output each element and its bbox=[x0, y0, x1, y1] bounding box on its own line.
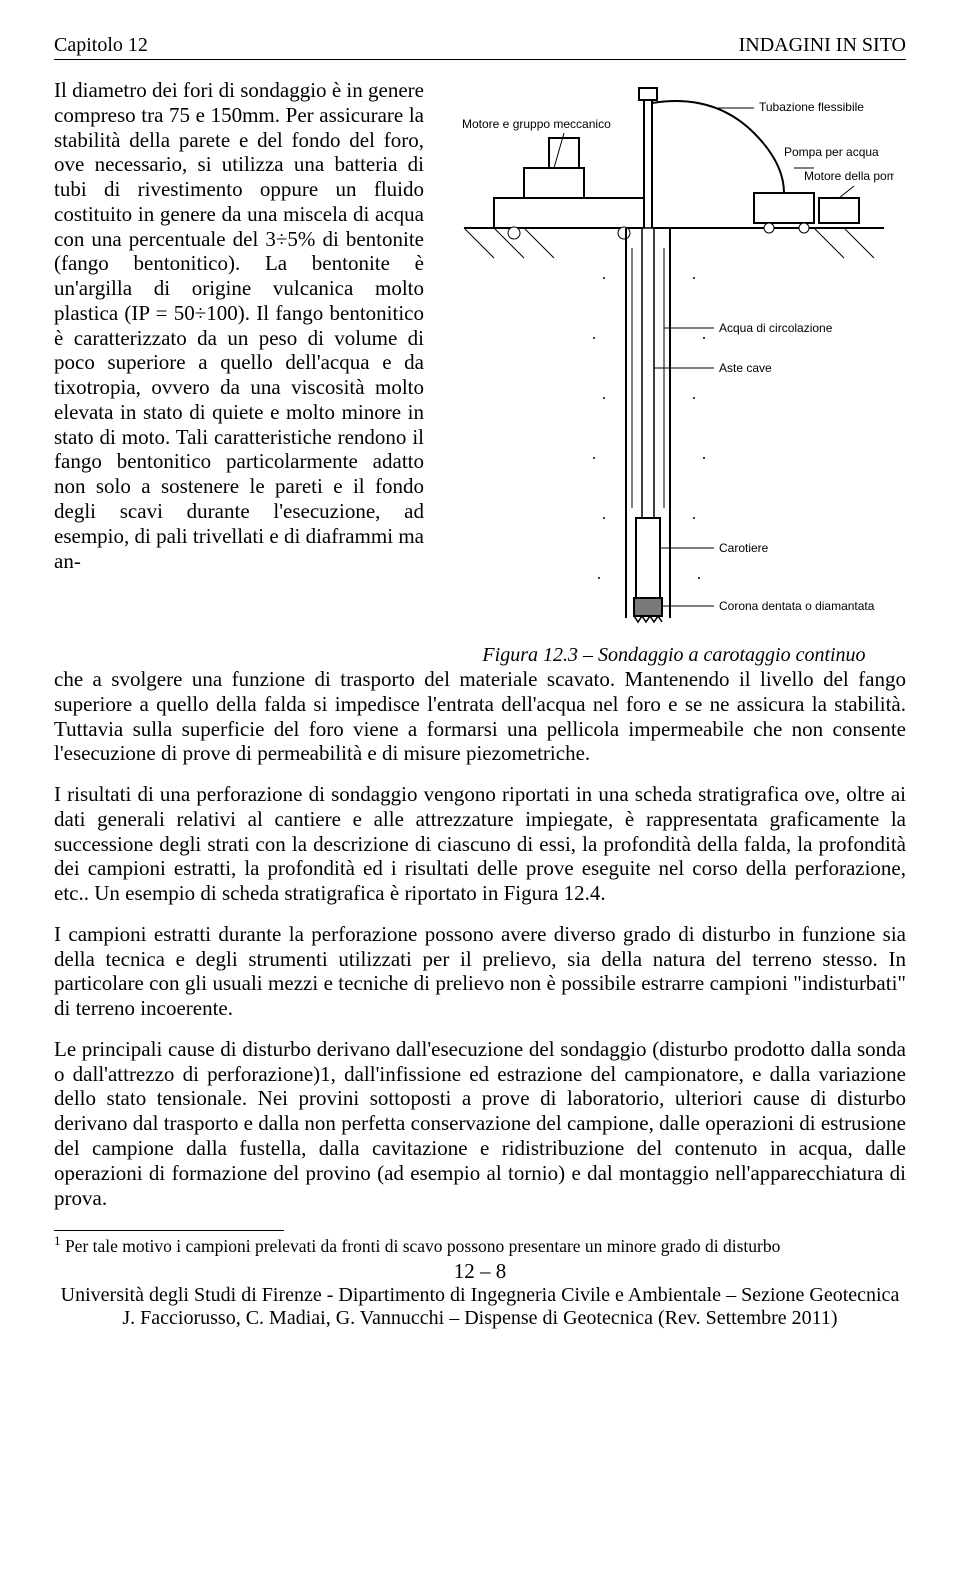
label-acqua-circ: Acqua di circolazione bbox=[719, 321, 833, 335]
footnote: 1 Per tale motivo i campioni prelevati d… bbox=[54, 1233, 906, 1257]
figure-caption: Figura 12.3 – Sondaggio a carotaggio con… bbox=[482, 644, 865, 667]
label-motore-gruppo: Motore e gruppo meccanico bbox=[462, 117, 611, 131]
label-carotiere: Carotiere bbox=[719, 541, 769, 555]
page-number: 12 – 8 bbox=[54, 1259, 906, 1284]
para-4: Le principali cause di disturbo derivano… bbox=[54, 1037, 906, 1210]
footnote-separator bbox=[54, 1230, 284, 1231]
header-rule bbox=[54, 59, 906, 60]
left-column-text: Il diametro dei fori di sondaggio è in g… bbox=[54, 78, 424, 667]
label-motore-pompa: Motore della pompa bbox=[804, 169, 894, 183]
footer-line-2: J. Facciorusso, C. Madiai, G. Vannucchi … bbox=[54, 1307, 906, 1330]
two-column-block: Il diametro dei fori di sondaggio è in g… bbox=[54, 78, 906, 667]
label-corona: Corona dentata o diamantata bbox=[719, 599, 875, 613]
figure-column: Motore e gruppo meccanico Tubazione fles… bbox=[442, 78, 906, 667]
para-3: I campioni estratti durante la perforazi… bbox=[54, 922, 906, 1021]
footnote-text: Per tale motivo i campioni prelevati da … bbox=[61, 1236, 781, 1256]
footer: Università degli Studi di Firenze - Dipa… bbox=[54, 1284, 906, 1330]
page: Capitolo 12 INDAGINI IN SITO Il diametro… bbox=[0, 0, 960, 1593]
header-chapter: Capitolo 12 bbox=[54, 34, 148, 57]
label-pompa-acqua: Pompa per acqua bbox=[784, 145, 879, 159]
drilling-rig-figure: Motore e gruppo meccanico Tubazione fles… bbox=[454, 78, 894, 638]
label-aste-cave: Aste cave bbox=[719, 361, 772, 375]
page-header: Capitolo 12 INDAGINI IN SITO bbox=[54, 34, 906, 57]
footer-line-1: Università degli Studi di Firenze - Dipa… bbox=[54, 1284, 906, 1307]
para-2: I risultati di una perforazione di sonda… bbox=[54, 782, 906, 906]
label-tubazione: Tubazione flessibile bbox=[759, 100, 864, 114]
header-title: INDAGINI IN SITO bbox=[739, 34, 906, 57]
para-continuation: che a svolgere una funzione di trasporto… bbox=[54, 667, 906, 766]
